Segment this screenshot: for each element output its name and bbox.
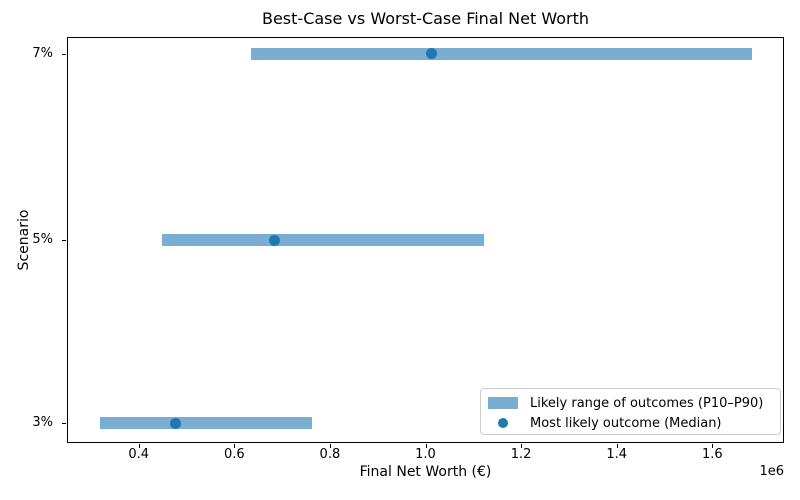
- x-tick-label: 1.0: [415, 447, 436, 462]
- x-tick-label: 0.4: [128, 447, 150, 462]
- chart-title: Best-Case vs Worst-Case Final Net Worth: [261, 9, 589, 28]
- x-tick-label: 1.6: [701, 447, 723, 462]
- x-tick-label: 1.2: [510, 447, 532, 462]
- y-tick-label: 7%: [32, 45, 53, 61]
- y-tick: [62, 240, 66, 241]
- x-tick: [712, 444, 714, 448]
- range-bar: [99, 417, 312, 429]
- x-tick: [138, 444, 140, 448]
- range-bar: [161, 234, 484, 246]
- y-tick: [62, 53, 66, 55]
- x-tick: [521, 444, 523, 448]
- x-axis-label: Final Net Worth (€): [359, 464, 492, 480]
- x-tick-label: 1.4: [606, 447, 628, 462]
- range-bar: [250, 47, 753, 60]
- legend-swatch-area: [488, 418, 518, 428]
- y-tick: [62, 423, 66, 424]
- x-tick: [616, 444, 618, 448]
- median-dot: [170, 417, 181, 429]
- legend-range-swatch-icon: [488, 397, 518, 409]
- x-tick: [425, 444, 427, 448]
- x-axis-offset-label: 1e6: [759, 464, 784, 479]
- x-tick-label: 0.8: [319, 447, 341, 462]
- median-dot: [269, 234, 281, 246]
- legend-entry: Most likely outcome (Median): [488, 413, 772, 433]
- median-dot: [426, 48, 438, 59]
- legend-entry: Likely range of outcomes (P10–P90): [488, 393, 772, 413]
- x-tick: [329, 444, 331, 448]
- legend-swatch-area: [488, 397, 518, 409]
- legend: Likely range of outcomes (P10–P90) Most l…: [480, 388, 781, 435]
- legend-entry-label: Likely range of outcomes (P10–P90): [530, 395, 764, 411]
- y-tick-label: 3%: [32, 415, 53, 430]
- legend-median-dot-icon: [498, 418, 508, 428]
- x-tick: [234, 444, 236, 448]
- y-tick-label: 5%: [32, 232, 53, 247]
- legend-entry-label: Most likely outcome (Median): [530, 415, 722, 431]
- x-tick-label: 0.6: [223, 447, 245, 462]
